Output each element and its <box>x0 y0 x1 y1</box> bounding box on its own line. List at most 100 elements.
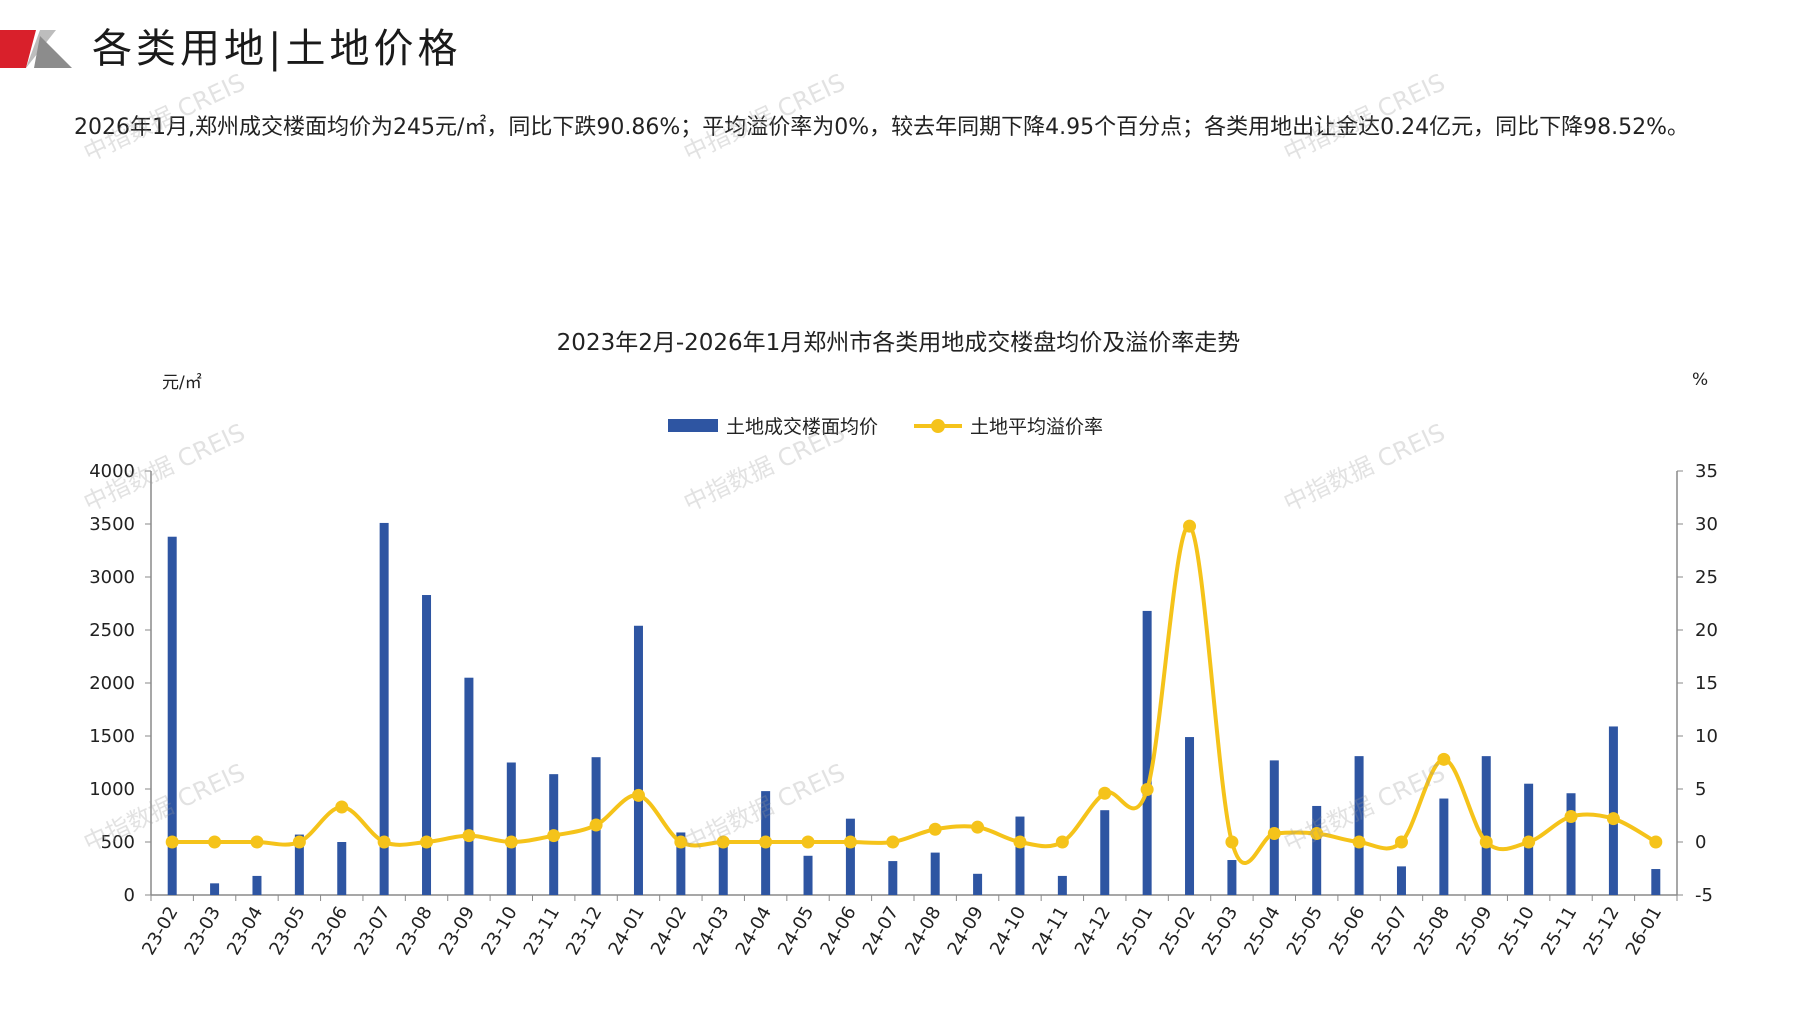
point-premium <box>759 835 773 849</box>
point-premium <box>1310 827 1324 841</box>
bar-price <box>506 762 516 895</box>
point-premium <box>1183 519 1197 533</box>
point-premium <box>674 835 688 849</box>
y-left-tick-label: 3500 <box>89 514 135 535</box>
point-premium <box>1140 783 1154 797</box>
bar-price <box>1651 869 1661 895</box>
bar-price <box>1566 793 1576 895</box>
bar-price <box>845 818 855 895</box>
bar-price <box>252 875 262 895</box>
x-tick-label: 23-02 <box>138 903 182 959</box>
y-right-tick-label: 10 <box>1695 726 1718 747</box>
point-premium <box>1437 752 1451 766</box>
bar-price <box>633 625 643 895</box>
bar-price <box>1142 610 1152 895</box>
chart-title: 2023年2月-2026年1月郑州市各类用地成交楼盘均价及溢价率走势 <box>556 330 1241 356</box>
x-tick-label: 24-04 <box>732 903 776 959</box>
x-tick-label: 24-11 <box>1028 903 1072 959</box>
y-right-tick-label: -5 <box>1695 885 1713 906</box>
point-premium <box>1606 812 1620 826</box>
x-tick-label: 24-12 <box>1071 903 1115 959</box>
y-left-tick-label: 0 <box>124 885 135 906</box>
bar-price <box>464 677 474 895</box>
bar-price <box>1439 798 1449 895</box>
x-tick-label: 24-01 <box>604 903 648 959</box>
point-premium <box>1649 835 1663 849</box>
bar-price <box>676 832 686 895</box>
bar-price <box>1354 756 1364 895</box>
point-premium <box>928 822 942 836</box>
y-left-tick-label: 2000 <box>89 673 135 694</box>
x-tick-label: 25-10 <box>1495 903 1539 959</box>
point-premium <box>250 835 264 849</box>
x-tick-label: 25-08 <box>1410 903 1454 959</box>
x-tick-label: 25-12 <box>1579 903 1623 959</box>
x-tick-label: 23-10 <box>477 903 521 959</box>
x-tick-label: 25-07 <box>1367 903 1411 959</box>
legend-line-swatch <box>914 418 963 433</box>
x-tick-label: 23-05 <box>265 903 309 959</box>
x-tick-label: 25-11 <box>1537 903 1581 959</box>
bar-price <box>1100 810 1110 895</box>
y-left-tick-label: 2500 <box>89 620 135 641</box>
x-tick-label: 24-10 <box>986 903 1030 959</box>
y-right-tick-label: 5 <box>1695 779 1706 800</box>
x-tick-label: 23-08 <box>393 903 437 959</box>
legend-bar-swatch <box>668 419 718 432</box>
bar-price <box>973 873 983 895</box>
point-premium <box>547 829 561 843</box>
y-right-tick-label: 35 <box>1695 461 1718 482</box>
point-premium <box>1352 835 1366 849</box>
x-tick-label: 23-12 <box>562 903 606 959</box>
bar-price <box>294 834 304 895</box>
x-tick-label: 24-08 <box>901 903 945 959</box>
point-premium <box>716 835 730 849</box>
point-premium <box>1564 810 1578 824</box>
point-premium <box>1098 786 1112 800</box>
point-premium <box>589 818 603 832</box>
y-right-tick-label: 15 <box>1695 673 1718 694</box>
creis-logo <box>0 30 72 68</box>
x-tick-label: 23-09 <box>435 903 479 959</box>
y-right-unit: % <box>1692 370 1709 390</box>
bar-price <box>210 883 220 895</box>
bar-price <box>1608 726 1618 895</box>
legend-label-premium: 土地平均溢价率 <box>970 416 1104 438</box>
point-premium <box>504 835 518 849</box>
point-premium <box>462 829 476 843</box>
point-premium <box>1394 835 1408 849</box>
y-left-tick-label: 1000 <box>89 779 135 800</box>
x-tick-label: 25-02 <box>1156 903 1200 959</box>
point-premium <box>165 835 179 849</box>
bar-price <box>1227 860 1237 895</box>
point-premium <box>292 835 306 849</box>
x-tick-label: 23-07 <box>350 903 394 959</box>
x-tick-label: 23-03 <box>181 903 225 959</box>
bar-price <box>803 855 813 895</box>
point-premium <box>801 835 815 849</box>
y-right-tick-label: 0 <box>1695 832 1706 853</box>
summary-text: 2026年1月,郑州成交楼面均价为245元/㎡，同比下跌90.86%；平均溢价率… <box>74 115 1690 140</box>
series-line-premium <box>172 524 1657 865</box>
x-tick-label: 25-03 <box>1198 903 1242 959</box>
bar-price <box>930 852 940 895</box>
point-premium <box>631 788 645 802</box>
point-premium <box>1267 827 1281 841</box>
legend-label-price: 土地成交楼面均价 <box>726 416 879 438</box>
chart-legend: 土地成交楼面均价 土地平均溢价率 <box>668 412 1139 439</box>
point-premium <box>208 835 222 849</box>
point-premium <box>1013 835 1027 849</box>
x-tick-label: 24-03 <box>689 903 733 959</box>
bar-price <box>379 522 389 895</box>
page-title: 各类用地|土地价格 <box>92 26 462 72</box>
point-premium <box>886 835 900 849</box>
x-tick-label: 24-07 <box>859 903 903 959</box>
y-left-tick-label: 4000 <box>89 461 135 482</box>
y-left-tick-label: 500 <box>101 832 135 853</box>
legend-item-premium: 土地平均溢价率 <box>914 412 1103 439</box>
x-tick-label: 25-09 <box>1452 903 1496 959</box>
bar-price <box>1185 737 1195 895</box>
bar-price <box>1057 875 1067 895</box>
point-premium <box>420 835 434 849</box>
